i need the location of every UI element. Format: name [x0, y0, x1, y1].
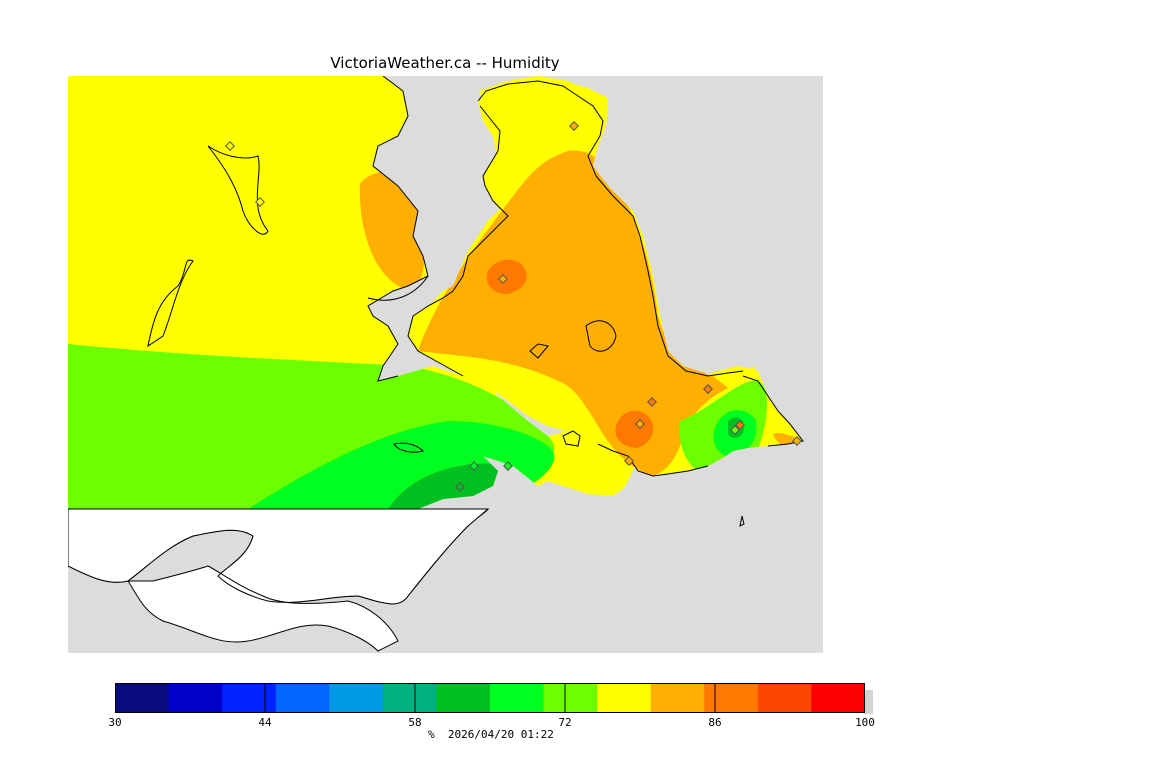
- colorbar-bin-9: [597, 683, 651, 713]
- colorbar-tick-label: 72: [558, 716, 571, 729]
- colorbar-bin-3: [276, 683, 330, 713]
- colorbar-tick-label: 44: [258, 716, 271, 729]
- colorbar-bin-12: [758, 683, 812, 713]
- colorbar-bin-8: [544, 683, 598, 713]
- colorbar-bin-7: [490, 683, 544, 713]
- colorbar-tick-label: 30: [108, 716, 121, 729]
- colorbar-caption: % 2026/04/20 01:22: [428, 728, 554, 741]
- colorbar-tick-label: 100: [855, 716, 875, 729]
- colorbar-bin-10: [651, 683, 705, 713]
- colorbar: [115, 683, 865, 713]
- colorbar-shadow: [864, 690, 873, 714]
- colorbar-bin-0: [115, 683, 169, 713]
- unit-label: %: [428, 728, 435, 741]
- colorbar-bin-5: [383, 683, 437, 713]
- colorbar-bin-13: [811, 683, 865, 713]
- colorbar-bin-11: [704, 683, 758, 713]
- colorbar-bin-4: [329, 683, 383, 713]
- colorbar-bin-6: [436, 683, 490, 713]
- colorbar-tick-label: 58: [408, 716, 421, 729]
- humidity-map: [68, 76, 823, 653]
- timestamp: 2026/04/20 01:22: [448, 728, 554, 741]
- map-title: VictoriaWeather.ca -- Humidity: [0, 54, 890, 72]
- colorbar-bin-2: [222, 683, 276, 713]
- colorbar-tick-label: 86: [708, 716, 721, 729]
- colorbar-bin-1: [169, 683, 223, 713]
